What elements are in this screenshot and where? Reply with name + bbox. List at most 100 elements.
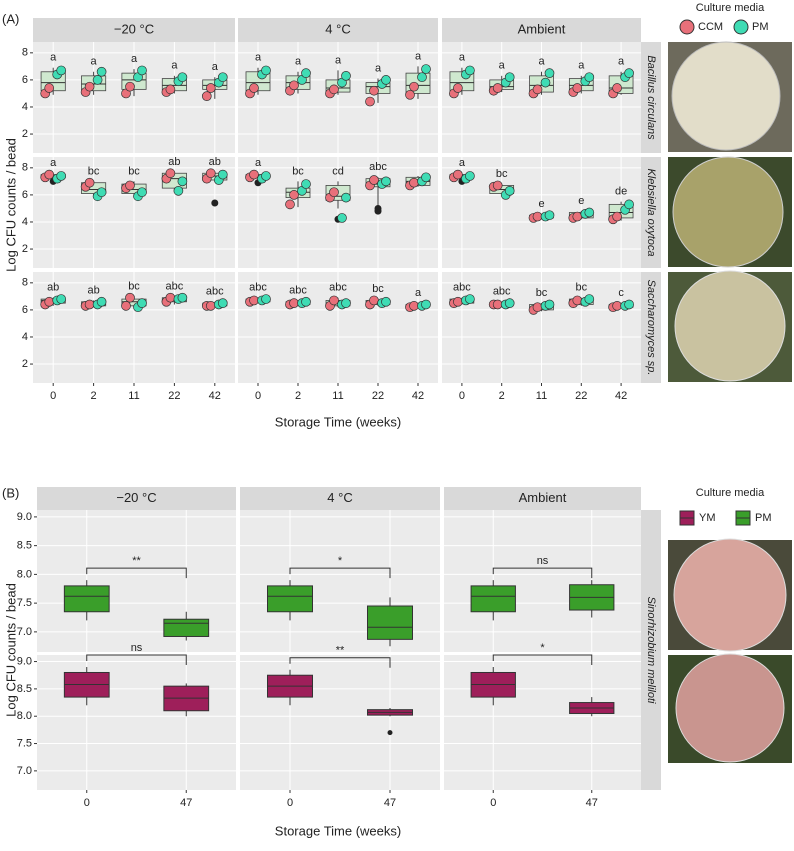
point <box>289 80 299 91</box>
point <box>612 83 622 93</box>
row-strip-label: Bacillus circulans <box>645 55 657 140</box>
point <box>301 296 311 307</box>
point <box>369 295 379 306</box>
letter: a <box>255 52 262 64</box>
strip-label: −20 °C <box>114 21 154 36</box>
x-tick-label: 11 <box>128 390 139 402</box>
point <box>56 171 67 181</box>
letter: de <box>615 186 627 198</box>
signif-label: ** <box>336 645 345 657</box>
point <box>584 72 595 83</box>
point <box>177 176 188 187</box>
point <box>532 302 543 313</box>
strip <box>33 18 235 42</box>
point <box>329 84 339 95</box>
panel-label: (B) <box>2 485 19 500</box>
point <box>381 296 391 307</box>
x-tick-label: 0 <box>50 390 56 402</box>
strip <box>442 18 641 42</box>
letter: a <box>415 50 422 62</box>
y-tick-label: 4 <box>22 101 28 113</box>
x-axis-title: Storage Time (weeks) <box>275 414 401 429</box>
legend-title: Culture media <box>696 487 765 499</box>
point <box>369 175 379 185</box>
point <box>329 187 339 198</box>
x-tick-label: 42 <box>615 390 627 402</box>
x-tick-label: 47 <box>586 797 598 809</box>
y-tick-label: 8.5 <box>17 540 32 552</box>
letter: a <box>415 287 422 299</box>
point <box>137 298 147 308</box>
letter: abc <box>249 282 267 294</box>
x-tick-label: 0 <box>490 797 496 809</box>
point <box>96 66 107 77</box>
point <box>572 83 583 93</box>
point <box>341 298 351 308</box>
x-tick-label: 2 <box>91 390 97 402</box>
letter: bc <box>496 168 508 180</box>
x-tick-label: 0 <box>255 390 261 402</box>
point <box>44 296 55 307</box>
point <box>417 72 427 83</box>
letter: bc <box>372 283 384 295</box>
letter: bc <box>292 165 304 177</box>
point <box>121 300 131 311</box>
point <box>217 169 228 180</box>
x-tick-label: 0 <box>84 797 90 809</box>
point <box>137 187 147 198</box>
photos <box>668 41 792 763</box>
letter: ab <box>87 284 99 296</box>
x-tick-label: 47 <box>180 797 192 809</box>
point <box>301 179 311 189</box>
letter: a <box>255 157 262 169</box>
point <box>572 295 583 306</box>
letter: e <box>578 195 584 207</box>
row-strip <box>641 272 661 383</box>
letter: bc <box>128 280 140 292</box>
letter: abc <box>453 282 471 294</box>
point <box>84 177 95 188</box>
legend-label: CCM <box>698 21 723 33</box>
signif-label: * <box>540 642 545 654</box>
point <box>421 64 431 74</box>
strip-label: Ambient <box>518 21 566 36</box>
letter: bc <box>575 282 587 294</box>
signif-label: * <box>338 555 343 567</box>
y-tick-label: 7.0 <box>17 765 32 777</box>
point <box>504 185 515 196</box>
letter: abc <box>289 284 307 296</box>
point <box>96 296 107 307</box>
letter: a <box>91 56 98 68</box>
letter: ab <box>168 156 180 168</box>
point <box>409 300 419 311</box>
letter: a <box>171 60 178 72</box>
point <box>465 294 475 304</box>
legend-label: YM <box>699 512 716 524</box>
row-strip <box>641 42 661 153</box>
letter: ab <box>209 156 221 168</box>
point <box>165 168 176 179</box>
point <box>329 295 339 306</box>
point <box>369 85 379 96</box>
letter: c <box>618 287 624 299</box>
row-strip-label: Saccharomyces sp. <box>645 280 657 376</box>
point <box>125 81 135 92</box>
photo-plate <box>674 270 786 382</box>
point <box>249 295 259 306</box>
legend-key <box>733 19 749 35</box>
letter: abc <box>369 161 387 173</box>
x-tick-label: 22 <box>168 390 180 402</box>
legend-label: PM <box>752 21 769 33</box>
point <box>44 83 55 93</box>
point <box>261 171 271 181</box>
box <box>470 585 516 613</box>
letter: abc <box>206 286 224 298</box>
letter: bc <box>128 165 140 177</box>
point <box>453 83 463 93</box>
box <box>63 585 110 613</box>
point <box>540 77 551 88</box>
y-tick-label: 2 <box>22 243 28 255</box>
signif-bracket <box>492 567 593 579</box>
point <box>421 299 431 310</box>
row-strip <box>641 510 661 790</box>
